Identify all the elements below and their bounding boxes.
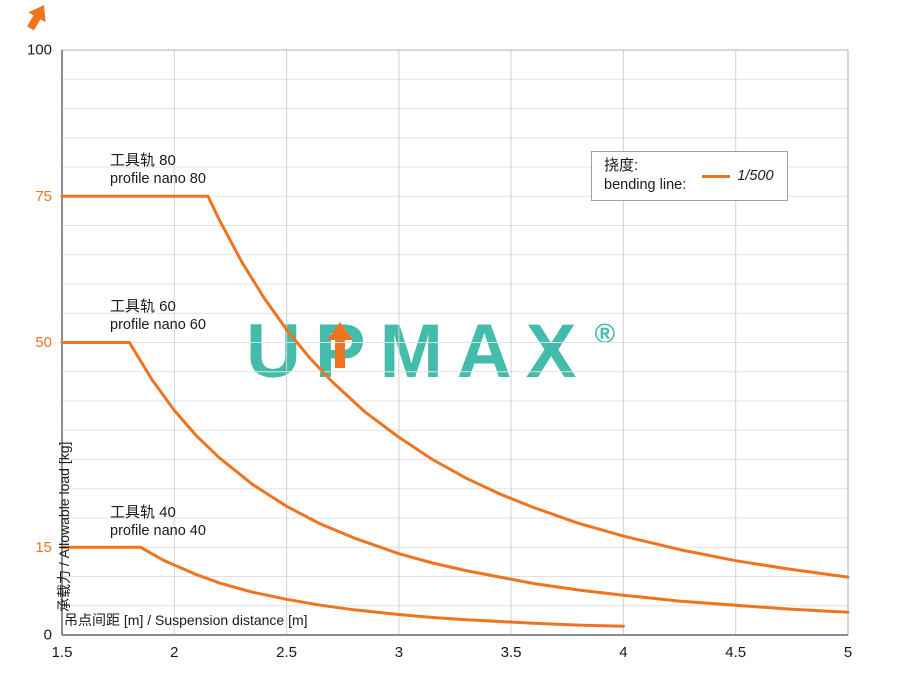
y-tick-label: 100	[27, 42, 52, 59]
logo-mark-icon	[19, 0, 52, 38]
x-tick-label: 5	[844, 644, 852, 661]
curve-profile-nano-60	[60, 341, 850, 614]
legend-line-sample	[702, 174, 731, 178]
curve-label-nano-60-zh: 工具轨 60	[110, 298, 176, 315]
y-axis-title: 承载力 / Allowable load [kg]	[56, 441, 72, 612]
up-arrow-icon	[327, 322, 353, 373]
watermark: UPMAX ®	[246, 308, 615, 395]
curve-label-nano-80: 工具轨 80 profile nano 80	[110, 151, 206, 188]
watermark-text: UPMAX	[246, 309, 591, 394]
legend-entry: 1/500	[702, 168, 774, 184]
x-tick-label: 2.5	[276, 644, 297, 661]
curve-label-nano-80-en: profile nano 80	[110, 171, 206, 188]
legend-entry-label: 1/500	[737, 168, 774, 184]
curve-label-nano-40-zh: 工具轨 40	[110, 504, 176, 521]
x-tick-label: 1.5	[52, 644, 73, 661]
curve-label-nano-80-zh: 工具轨 80	[110, 152, 176, 169]
curve-label-nano-40-en: profile nano 40	[110, 523, 206, 540]
y-tick-label: 15	[35, 539, 52, 556]
curve-label-nano-60: 工具轨 60 profile nano 60	[110, 297, 206, 334]
legend-box: 挠度: bending line: 1/500	[591, 151, 788, 201]
x-tick-label: 4	[619, 644, 627, 661]
curve-label-nano-40: 工具轨 40 profile nano 40	[110, 503, 206, 540]
curve-profile-nano-40	[60, 545, 625, 628]
y-tick-label: 50	[35, 334, 52, 351]
x-tick-label: 2	[170, 644, 178, 661]
curve-label-nano-60-en: profile nano 60	[110, 317, 206, 334]
x-axis-title: 吊点间距 [m] / Suspension distance [m]	[64, 612, 308, 628]
y-tick-label: 0	[44, 627, 52, 644]
x-tick-label: 3	[395, 644, 403, 661]
legend-title-zh: 挠度:	[604, 157, 639, 175]
x-tick-label: 4.5	[725, 644, 746, 661]
y-tick-label: 75	[35, 188, 52, 205]
registered-mark: ®	[594, 318, 616, 349]
x-tick-label: 3.5	[501, 644, 522, 661]
legend-title-en: bending line:	[604, 177, 687, 194]
curve-profile-nano-80	[60, 194, 850, 579]
